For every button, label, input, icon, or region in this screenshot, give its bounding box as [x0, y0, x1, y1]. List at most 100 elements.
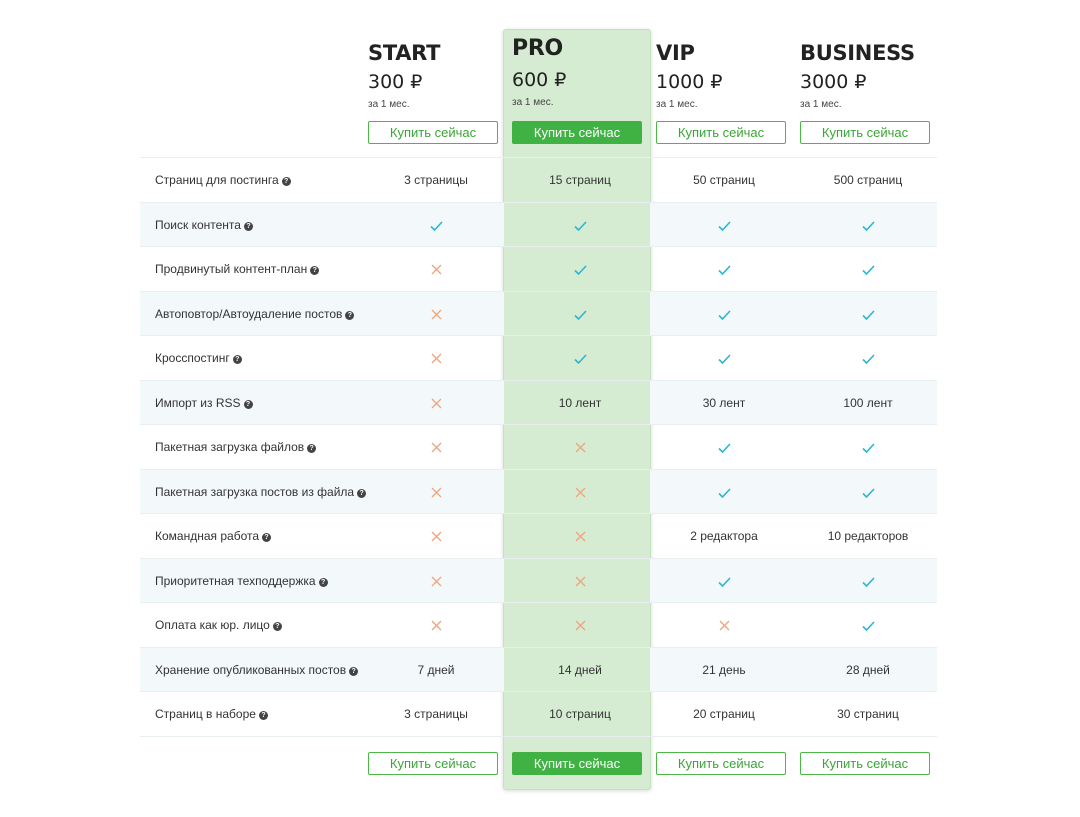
feature-label: Кросспостинг?	[155, 336, 242, 380]
feature-label-text: Поиск контента	[155, 218, 241, 232]
checkmark-icon	[508, 292, 652, 336]
pro-cell-bg	[504, 648, 650, 692]
cross-icon	[364, 425, 508, 469]
feature-label-text: Пакетная загрузка постов из файла	[155, 485, 355, 499]
pro-cell-bg	[504, 292, 650, 336]
checkmark-icon	[508, 247, 652, 291]
feature-value: 3 страницы	[404, 173, 468, 187]
pro-cell-bg	[504, 559, 650, 603]
buy-button-business-top[interactable]: Купить сейчас	[800, 121, 930, 144]
question-circle-icon[interactable]: ?	[307, 444, 317, 453]
cross-icon	[508, 559, 652, 603]
cross-icon	[508, 603, 652, 647]
plan-name: START	[368, 41, 441, 65]
feature-value: 100 лент	[843, 396, 893, 410]
buy-button-start-bottom[interactable]: Купить сейчас	[368, 752, 498, 775]
pro-cell-bg	[504, 203, 650, 247]
plan-header-business: BUSINESS 3000 ₽ за 1 мес.	[800, 41, 940, 110]
feature-label: Страниц в наборе?	[155, 692, 268, 736]
plan-name: BUSINESS	[800, 41, 915, 65]
pro-cell-bg	[504, 425, 650, 469]
question-circle-icon[interactable]: ?	[310, 266, 320, 275]
checkmark-icon	[796, 603, 940, 647]
feature-label-text: Страниц для постинга	[155, 173, 279, 187]
table-row: Кросспостинг?	[140, 335, 937, 380]
table-row: Оплата как юр. лицо?	[140, 602, 940, 647]
buy-button-vip-bottom[interactable]: Купить сейчас	[656, 752, 786, 775]
checkmark-icon	[508, 203, 652, 247]
table-row: Поиск контента?	[140, 202, 937, 247]
cross-icon	[652, 603, 796, 647]
feature-value: 3 страницы	[404, 707, 468, 721]
checkmark-icon	[796, 425, 940, 469]
table-row: Страниц для постинга? 3 страницы 15 страни…	[140, 157, 937, 202]
cross-icon	[364, 336, 508, 380]
feature-label: Приоритетная техподдержка?	[155, 559, 328, 603]
feature-value: 2 редактора	[690, 529, 758, 543]
buy-button-vip-top[interactable]: Купить сейчас	[656, 121, 786, 144]
cross-icon	[364, 470, 508, 514]
feature-value: 15 страниц	[549, 173, 611, 187]
buy-button-start-top[interactable]: Купить сейчас	[368, 121, 498, 144]
question-circle-icon[interactable]: ?	[281, 177, 291, 186]
feature-value: 10 лент	[558, 396, 602, 410]
checkmark-icon	[796, 470, 940, 514]
feature-label-text: Продвинутый контент-план	[155, 262, 308, 276]
feature-label: Автоповтор/Автоудаление постов?	[155, 292, 355, 336]
pro-cell-bg	[504, 692, 650, 736]
feature-label-text: Пакетная загрузка файлов	[155, 440, 305, 454]
plan-header-pro: PRO 600 ₽ за 1 мес.	[512, 36, 652, 108]
feature-label-text: Хранение опубликованных постов	[155, 663, 347, 677]
feature-label: Хранение опубликованных постов?	[155, 648, 359, 692]
question-circle-icon[interactable]: ?	[349, 667, 359, 676]
feature-label-text: Оплата как юр. лицо	[155, 618, 270, 632]
checkmark-icon	[652, 559, 796, 603]
feature-value: 50 страниц	[693, 173, 755, 187]
pro-cell-bg	[504, 158, 650, 202]
question-circle-icon[interactable]: ?	[357, 489, 367, 498]
checkmark-icon	[652, 247, 796, 291]
feature-value: 500 страниц	[833, 173, 903, 187]
table-row: Продвинутый контент-план?	[140, 246, 940, 291]
question-circle-icon[interactable]: ?	[243, 400, 253, 409]
plan-name: VIP	[656, 41, 695, 65]
feature-label: Оплата как юр. лицо?	[155, 603, 282, 647]
feature-value: 28 дней	[846, 663, 890, 677]
checkmark-icon	[652, 470, 796, 514]
checkmark-icon	[652, 203, 796, 247]
pro-cell-bg	[504, 603, 650, 647]
feature-value: 30 лент	[702, 396, 746, 410]
buy-button-pro-top[interactable]: Купить сейчас	[512, 121, 642, 144]
feature-label-text: Кросспостинг	[155, 351, 230, 365]
pro-cell-bg	[504, 336, 650, 380]
feature-value: 7 дней	[417, 663, 455, 677]
feature-label-text: Командная работа	[155, 529, 260, 543]
checkmark-icon	[796, 247, 940, 291]
buy-button-pro-bottom[interactable]: Купить сейчас	[512, 752, 642, 775]
cross-icon	[508, 470, 652, 514]
question-circle-icon[interactable]: ?	[232, 355, 242, 364]
cross-icon	[364, 603, 508, 647]
feature-label: Импорт из RSS?	[155, 381, 253, 425]
feature-label-text: Импорт из RSS	[155, 396, 241, 410]
cross-icon	[364, 247, 508, 291]
question-circle-icon[interactable]: ?	[262, 533, 272, 542]
feature-label: Продвинутый контент-план?	[155, 247, 320, 291]
feature-label-text: Автоповтор/Автоудаление постов	[155, 307, 343, 321]
question-circle-icon[interactable]: ?	[272, 622, 282, 631]
plan-period: за 1 мес.	[512, 97, 554, 108]
plan-period: за 1 мес.	[368, 99, 410, 110]
question-circle-icon[interactable]: ?	[243, 222, 253, 231]
buy-button-business-bottom[interactable]: Купить сейчас	[800, 752, 930, 775]
question-circle-icon[interactable]: ?	[345, 311, 355, 320]
table-row: Импорт из RSS? 10 лент 30 лент 100 лент	[140, 380, 937, 425]
question-circle-icon[interactable]: ?	[318, 578, 328, 587]
table-row: Пакетная загрузка файлов?	[140, 424, 940, 469]
cross-icon	[364, 559, 508, 603]
checkmark-icon	[796, 559, 940, 603]
pro-cell-bg	[504, 470, 650, 514]
feature-value: 21 день	[702, 663, 746, 677]
question-circle-icon[interactable]: ?	[258, 711, 268, 720]
feature-label-text: Страниц в наборе	[155, 707, 256, 721]
cross-icon	[508, 425, 652, 469]
